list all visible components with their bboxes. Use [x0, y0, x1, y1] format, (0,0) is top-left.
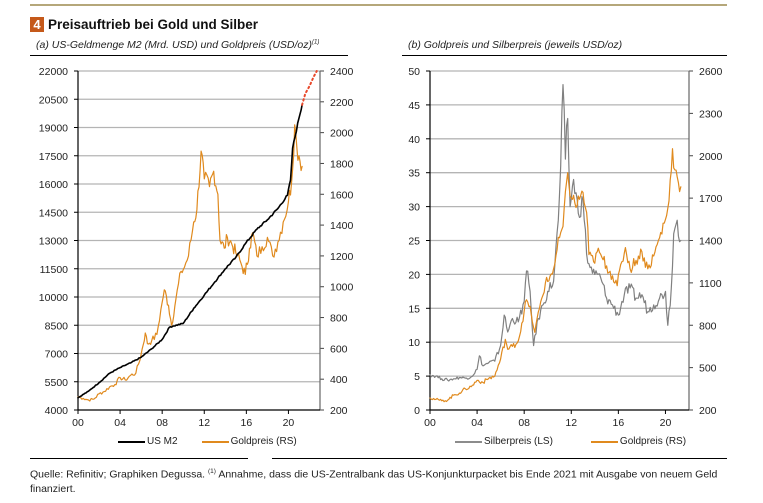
footer-note-marker: (1) [208, 468, 216, 475]
right-axis-tick-label: 400 [330, 374, 348, 386]
legend-swatch-gold-b [590, 440, 618, 443]
legend-item-silver: Silberpreis (LS) [455, 436, 553, 447]
legend-label-gold: Goldpreis (RS) [230, 436, 297, 447]
series-line-silberpreis-ls [429, 84, 682, 382]
series-line-us-m2 [77, 104, 303, 399]
legend-swatch-us-m2 [118, 440, 145, 443]
legend-swatch-silver [455, 440, 482, 443]
left-axis-tick-label: 19000 [39, 123, 68, 135]
left-axis-tick-label: 11500 [40, 264, 69, 276]
left-axis-tick-label: 20500 [39, 94, 68, 106]
right-axis-tick-label: 2400 [330, 66, 354, 78]
chart-b-subtitle: (b) Goldpreis und Silberpreis (jeweils U… [408, 39, 623, 51]
left-axis-tick-label: 14500 [39, 207, 68, 219]
right-axis-tick-label: 500 [699, 363, 717, 375]
x-axis-tick-label: 12 [565, 417, 577, 429]
chart-a-title-rule [30, 55, 348, 56]
x-axis-tick-label: 20 [283, 417, 295, 429]
chart-a-legend: US M2 Goldpreis (RS) [118, 436, 321, 447]
footer-rule-right [272, 458, 727, 459]
chart-a-subtitle: (a) US-Geldmenge M2 (Mrd. USD) und Goldp… [36, 39, 319, 51]
x-axis-tick-label: 04 [471, 417, 483, 429]
footer-note-text: Annahme, dass die US-Zentralbank das US-… [30, 468, 718, 495]
left-axis-tick-label: 22000 [39, 66, 68, 78]
left-axis-tick-label: 50 [408, 66, 420, 78]
chart-b: 0 5 10 15 20 25 30 35 40 45 50 200 500 800 1100 1400 170… [408, 66, 722, 429]
x-axis-tick-label: 12 [198, 417, 210, 429]
legend-item-gold-b: Goldpreis (RS) [590, 436, 687, 447]
left-axis-tick-label: 5500 [45, 377, 69, 389]
figure-header: 4 Preisauftrieb bei Gold und Silber [30, 17, 258, 32]
right-axis-tick-label: 2000 [699, 151, 723, 163]
right-axis-tick-label: 200 [699, 405, 717, 417]
series-line-goldpreis-rs [429, 148, 682, 403]
left-axis-tick-label: 0 [414, 405, 420, 417]
right-axis-tick-label: 2600 [699, 66, 723, 78]
legend-item-us-m2: US M2 [118, 436, 178, 447]
left-axis-tick-label: 13000 [39, 236, 68, 248]
right-axis-tick-label: 600 [330, 343, 348, 355]
top-rule [30, 4, 727, 6]
right-axis-tick-label: 1400 [330, 220, 354, 232]
legend-label-us-m2: US M2 [147, 436, 178, 447]
legend-swatch-gold [201, 440, 229, 443]
left-axis-tick-label: 35 [408, 168, 420, 180]
footer-rule-left [30, 458, 248, 459]
right-axis-tick-label: 1100 [699, 278, 722, 290]
left-axis-tick-label: 45 [408, 100, 420, 112]
left-axis-tick-label: 15 [408, 303, 420, 315]
right-axis-tick-label: 1700 [699, 193, 723, 205]
left-axis-tick-label: 4000 [45, 405, 69, 417]
right-axis-tick-label: 800 [330, 313, 348, 325]
chart-a: 4000550070008500100001150013000145001600… [39, 66, 354, 429]
right-axis-tick-label: 1600 [330, 189, 354, 201]
footer-note: Quelle: Refinitiv; Graphiken Degussa. (1… [30, 465, 730, 496]
footer-source: Quelle: Refinitiv; Graphiken Degussa. [30, 468, 206, 481]
right-axis-tick-label: 800 [699, 320, 717, 332]
figure-number-badge: 4 [30, 17, 44, 32]
legend-item-gold: Goldpreis (RS) [201, 436, 297, 447]
right-axis-tick-label: 1200 [330, 251, 354, 263]
x-axis-tick-label: 16 [241, 417, 253, 429]
chart-a-subtitle-text: (a) US-Geldmenge M2 (Mrd. USD) und Goldp… [36, 39, 312, 51]
x-axis-tick-label: 00 [72, 417, 84, 429]
x-axis-tick-label: 04 [114, 417, 126, 429]
left-axis-tick-label: 40 [408, 134, 420, 146]
left-axis-tick-label: 30 [408, 202, 420, 214]
legend-label-gold-b: Goldpreis (RS) [619, 436, 687, 447]
x-axis-tick-label: 00 [424, 417, 436, 429]
chart-b-legend: Silberpreis (LS) Goldpreis (RS) [455, 436, 710, 447]
series-line-us-m2-projektion [301, 70, 318, 106]
right-axis-tick-label: 2000 [330, 128, 354, 140]
x-axis-tick-label: 08 [156, 417, 168, 429]
left-axis-tick-label: 16000 [39, 179, 68, 191]
x-axis-tick-label: 16 [613, 417, 625, 429]
x-axis-tick-label: 08 [518, 417, 530, 429]
figure-title: Preisauftrieb bei Gold und Silber [48, 17, 259, 32]
right-axis-tick-label: 200 [330, 405, 348, 417]
right-axis-tick-label: 2200 [330, 97, 354, 109]
legend-label-silver: Silberpreis (LS) [484, 436, 553, 447]
left-axis-tick-label: 10 [408, 337, 420, 349]
chart-a-footnote-marker: (1) [312, 39, 320, 46]
left-axis-tick-label: 7000 [45, 349, 69, 361]
left-axis-tick-label: 20 [408, 269, 420, 281]
series-line-goldpreis-rs [77, 124, 303, 402]
right-axis-tick-label: 1000 [330, 282, 354, 294]
right-axis-tick-label: 1800 [330, 158, 354, 170]
left-axis-tick-label: 10000 [39, 292, 68, 304]
left-axis-tick-label: 8500 [45, 320, 69, 332]
left-axis-tick-label: 5 [414, 371, 420, 383]
left-axis-tick-label: 17500 [39, 151, 68, 163]
right-axis-tick-label: 1400 [699, 236, 723, 248]
x-axis-tick-label: 20 [660, 417, 672, 429]
chart-b-title-rule [402, 55, 727, 56]
right-axis-tick-label: 2300 [699, 108, 723, 120]
left-axis-tick-label: 25 [408, 236, 420, 248]
